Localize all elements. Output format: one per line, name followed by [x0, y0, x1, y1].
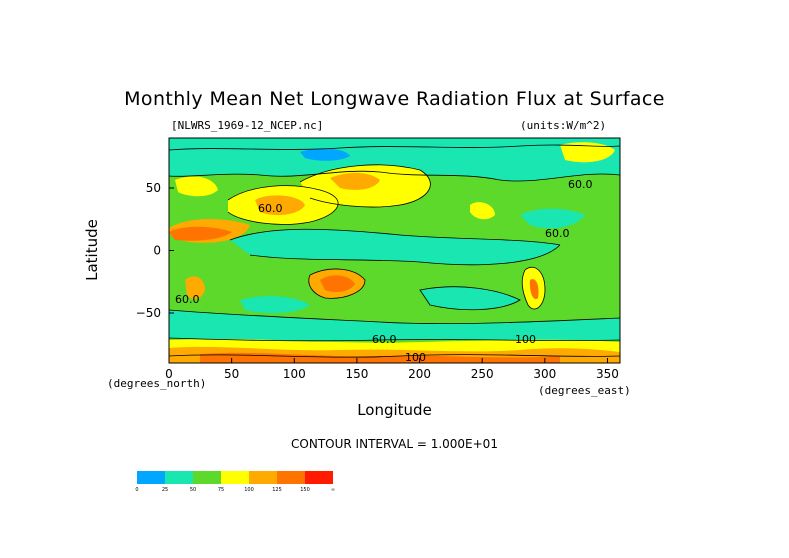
- colorbar-tick-label: 0: [135, 487, 138, 493]
- x-tick-label: 300: [533, 367, 556, 381]
- chart-title: Monthly Mean Net Longwave Radiation Flux…: [124, 88, 665, 110]
- x-axis-unit-left: (degrees_north): [107, 377, 207, 390]
- x-tick-label: 250: [471, 367, 494, 381]
- colorbar-swatch: [305, 471, 333, 484]
- colorbar-swatch: [165, 471, 193, 484]
- x-tick-label: 350: [596, 367, 619, 381]
- x-tick-label: 0: [165, 367, 173, 381]
- y-tick-label: −50: [136, 306, 161, 320]
- y-tick-label: 50: [146, 181, 161, 195]
- colorbar-swatch: [249, 471, 277, 484]
- colorbar-swatch: [193, 471, 221, 484]
- contour-label: 60.0: [258, 202, 283, 215]
- colorbar: 0 25 50 75 100 125 150 ∞: [135, 471, 335, 493]
- contour-label: 60.0: [175, 293, 200, 306]
- colorbar-swatch: [277, 471, 305, 484]
- y-axis: 50 0 −50: [136, 181, 174, 320]
- contour-interval: CONTOUR INTERVAL = 1.000E+01: [291, 437, 498, 451]
- x-tick-label: 50: [224, 367, 239, 381]
- colorbar-swatch: [221, 471, 249, 484]
- x-tick-label: 200: [408, 367, 431, 381]
- colorbar-tick-label: 25: [162, 487, 168, 493]
- colorbar-tick-label: 150: [300, 487, 310, 493]
- x-axis-label: Longitude: [357, 401, 432, 419]
- colorbar-tick-label: 100: [244, 487, 254, 493]
- colorbar-tick-label: 75: [218, 487, 224, 493]
- contour-label: 100: [405, 351, 426, 364]
- heatmap-field: 60.0 60.0 60.0 60.0 60.0 100 100: [169, 138, 620, 364]
- units-label: (units:W/m^2): [520, 119, 607, 132]
- colorbar-tick-label: 125: [272, 487, 282, 493]
- y-axis-label: Latitude: [83, 219, 101, 281]
- contour-label: 60.0: [545, 227, 570, 240]
- contour-label: 60.0: [372, 333, 397, 346]
- x-tick-label: 100: [283, 367, 306, 381]
- contour-label: 100: [515, 333, 536, 346]
- colorbar-tick-label: ∞: [331, 487, 335, 493]
- y-tick-label: 0: [153, 244, 161, 258]
- x-axis-unit-right: (degrees_east): [538, 384, 631, 397]
- x-tick-label: 150: [345, 367, 368, 381]
- colorbar-tick-label: 50: [190, 487, 196, 493]
- colorbar-swatch: [137, 471, 165, 484]
- x-axis: 0 50 100 150 200 250 300 350: [165, 358, 619, 381]
- contour-label: 60.0: [568, 178, 593, 191]
- dataset-filename: [NLWRS_1969-12_NCEP.nc]: [171, 119, 324, 132]
